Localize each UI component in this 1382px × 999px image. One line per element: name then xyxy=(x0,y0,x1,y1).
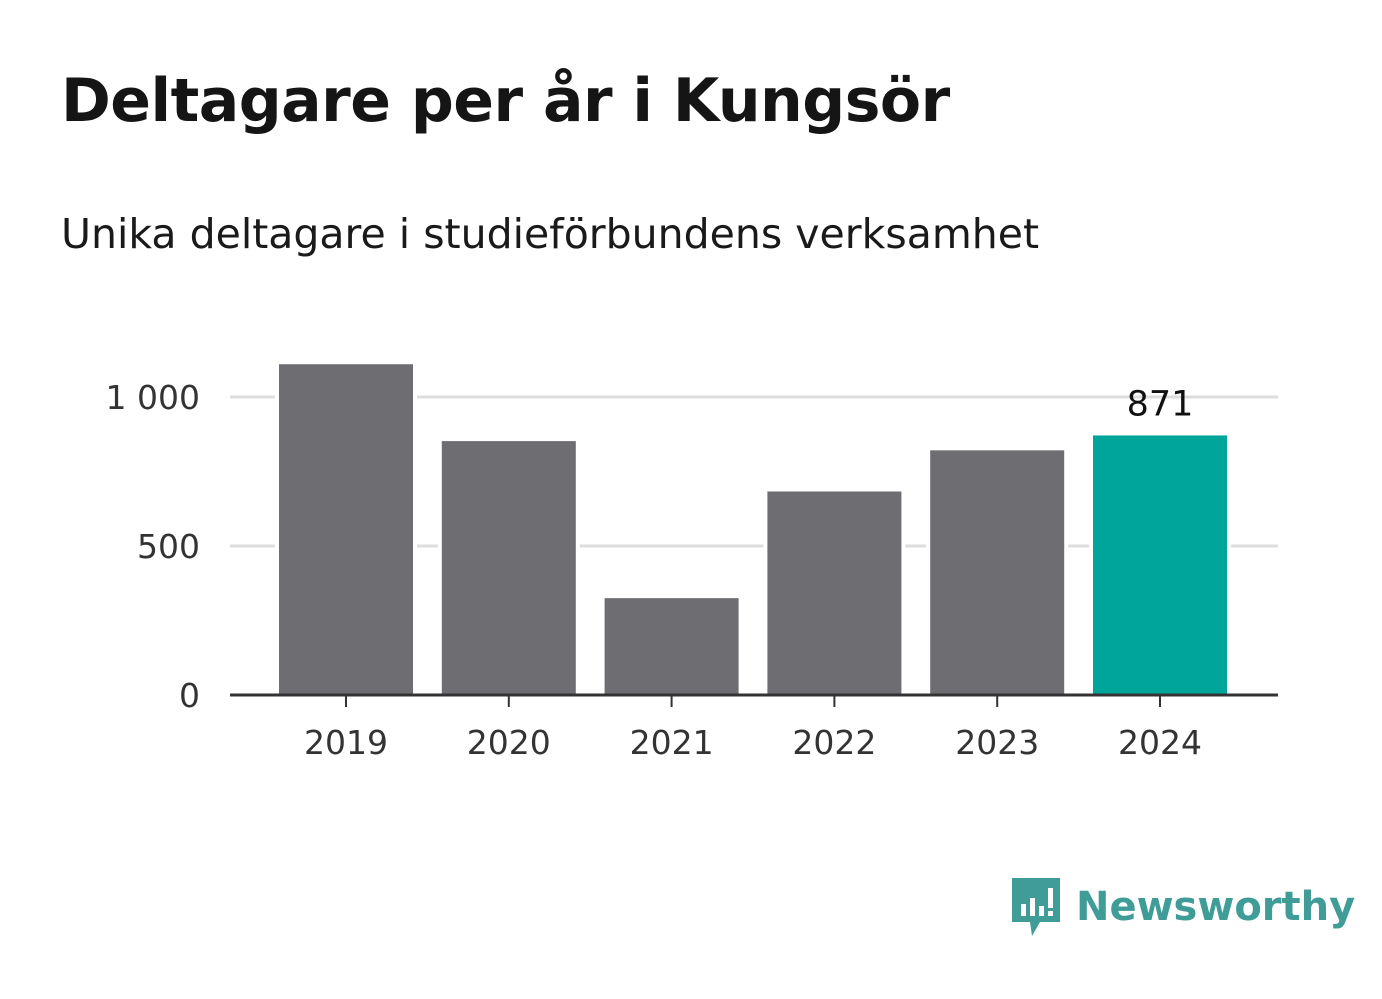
bar-2020 xyxy=(441,441,576,695)
bar-2024 xyxy=(1093,435,1227,695)
x-tick-label: 2020 xyxy=(467,723,551,762)
brand-logo: Newsworthy xyxy=(1010,876,1355,938)
x-tick-label: 2022 xyxy=(792,723,876,762)
y-tick-label: 0 xyxy=(179,676,200,715)
x-tick-label: 2021 xyxy=(630,723,714,762)
data-label: 871 xyxy=(1127,384,1194,424)
x-tick-label: 2024 xyxy=(1118,723,1202,762)
bar-2023 xyxy=(930,450,1065,695)
axes xyxy=(230,693,1278,707)
bar-2021 xyxy=(604,598,739,695)
brand-name: Newsworthy xyxy=(1076,884,1356,930)
x-tick-label: 2023 xyxy=(955,723,1039,762)
chart-subtitle: Unika deltagare i studieförbundens verks… xyxy=(61,210,1040,258)
y-tick-label: 1 000 xyxy=(106,378,200,417)
y-tick-label: 500 xyxy=(137,527,200,566)
bars xyxy=(275,364,1231,695)
newsworthy-logo-icon xyxy=(1012,878,1060,936)
labels: 0 500 1 000 2019 2020 2021 2022 2023 2024 871 xyxy=(106,378,1202,762)
bar-2022 xyxy=(767,491,902,695)
x-tick-label: 2019 xyxy=(304,723,388,762)
bar-2019 xyxy=(279,364,413,695)
chart-title: Deltagare per år i Kungsör xyxy=(61,66,950,136)
